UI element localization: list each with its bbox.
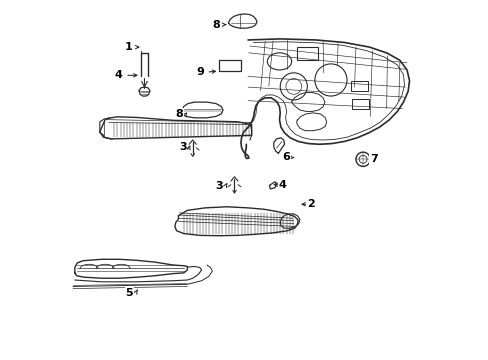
Text: 3: 3	[179, 142, 186, 152]
Bar	[351, 99, 368, 109]
Bar	[350, 81, 367, 91]
Text: 9: 9	[196, 67, 203, 77]
Text: 4: 4	[278, 180, 285, 190]
Text: 4: 4	[115, 70, 122, 80]
Text: 8: 8	[212, 19, 219, 30]
Text: 7: 7	[369, 154, 377, 164]
Text: 5: 5	[125, 288, 133, 297]
Text: 2: 2	[306, 199, 314, 209]
Text: 1: 1	[124, 42, 132, 52]
Text: 3: 3	[215, 181, 222, 192]
Bar	[219, 60, 241, 71]
Text: 6: 6	[282, 153, 290, 162]
Text: 8: 8	[175, 109, 183, 119]
Bar	[297, 48, 317, 60]
